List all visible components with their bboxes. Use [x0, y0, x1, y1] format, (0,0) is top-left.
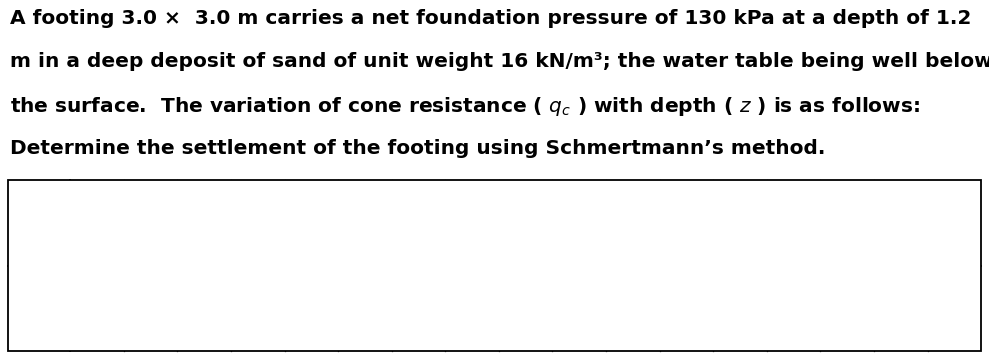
Text: $z$: $z$	[33, 193, 45, 212]
Text: 8.0: 8.0	[938, 213, 971, 232]
Text: 1.2: 1.2	[80, 213, 114, 232]
Text: 2.4: 2.4	[241, 213, 274, 232]
Text: 4.2: 4.2	[509, 213, 542, 232]
Text: 11.7: 11.7	[878, 299, 924, 318]
Text: 6.4: 6.4	[670, 299, 703, 318]
Text: 4.0: 4.0	[563, 299, 595, 318]
Text: 3.8: 3.8	[456, 213, 489, 232]
Text: Determine the settlement of the footing using Schmertmann’s method.: Determine the settlement of the footing …	[10, 139, 825, 158]
Text: 2.8: 2.8	[188, 299, 221, 318]
Text: 4.6: 4.6	[563, 213, 595, 232]
Text: 3.0: 3.0	[348, 213, 382, 232]
Text: 5.0: 5.0	[616, 213, 650, 232]
Text: the surface.  The variation of cone resistance ( $q_c$ ) with depth ( $z$ ) is a: the surface. The variation of cone resis…	[10, 95, 920, 118]
Text: m in a deep deposit of sand of unit weight 16 kN/m³; the water table being well : m in a deep deposit of sand of unit weig…	[10, 52, 989, 71]
Text: 3.4: 3.4	[402, 213, 435, 232]
Text: 2.1: 2.1	[135, 299, 167, 318]
Text: 6.6: 6.6	[831, 213, 863, 232]
Text: 7.6: 7.6	[724, 299, 757, 318]
Text: 2.3: 2.3	[241, 299, 274, 318]
Text: 5.8: 5.8	[724, 213, 757, 232]
Text: 3.5: 3.5	[509, 299, 542, 318]
Text: (m): (m)	[22, 234, 56, 252]
Text: 2.6: 2.6	[295, 213, 327, 232]
Text: A footing 3.0 ×  3.0 m carries a net foundation pressure of 130 kPa at a depth o: A footing 3.0 × 3.0 m carries a net foun…	[10, 9, 971, 28]
Text: 4.5: 4.5	[456, 299, 489, 318]
Text: (MPa): (MPa)	[13, 320, 65, 336]
Text: 3.2: 3.2	[80, 299, 114, 318]
Text: 8.1: 8.1	[616, 299, 649, 318]
Text: 7.4: 7.4	[884, 213, 917, 232]
Text: 5.0: 5.0	[348, 299, 382, 318]
Text: 13.2: 13.2	[824, 299, 870, 318]
Text: $q_c$: $q_c$	[29, 279, 49, 298]
Text: 14.8: 14.8	[932, 299, 977, 318]
Text: 2.0: 2.0	[188, 213, 221, 232]
Text: 1.6: 1.6	[135, 213, 167, 232]
Text: 6.9: 6.9	[777, 299, 810, 318]
Text: 6.2: 6.2	[777, 213, 810, 232]
Text: 5.4: 5.4	[670, 213, 703, 232]
Text: 3.6: 3.6	[402, 299, 435, 318]
Text: 6.1: 6.1	[295, 299, 327, 318]
